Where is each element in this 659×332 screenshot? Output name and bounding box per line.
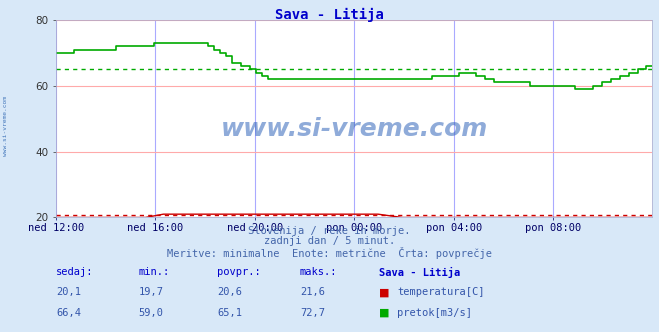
Text: zadnji dan / 5 minut.: zadnji dan / 5 minut. <box>264 236 395 246</box>
Text: povpr.:: povpr.: <box>217 267 261 277</box>
Text: maks.:: maks.: <box>300 267 337 277</box>
Text: ■: ■ <box>379 287 389 297</box>
Text: Sava - Litija: Sava - Litija <box>275 8 384 23</box>
Text: Meritve: minimalne  Enote: metrične  Črta: povprečje: Meritve: minimalne Enote: metrične Črta:… <box>167 247 492 259</box>
Text: min.:: min.: <box>138 267 169 277</box>
Text: temperatura[C]: temperatura[C] <box>397 287 485 297</box>
Text: 72,7: 72,7 <box>300 308 325 318</box>
Text: www.si-vreme.com: www.si-vreme.com <box>3 96 8 156</box>
Text: 19,7: 19,7 <box>138 287 163 297</box>
Text: 20,6: 20,6 <box>217 287 243 297</box>
Text: sedaj:: sedaj: <box>56 267 94 277</box>
Text: Slovenija / reke in morje.: Slovenija / reke in morje. <box>248 226 411 236</box>
Text: ■: ■ <box>379 308 389 318</box>
Text: 65,1: 65,1 <box>217 308 243 318</box>
Text: www.si-vreme.com: www.si-vreme.com <box>221 117 488 140</box>
Text: 20,1: 20,1 <box>56 287 81 297</box>
Text: 59,0: 59,0 <box>138 308 163 318</box>
Text: 21,6: 21,6 <box>300 287 325 297</box>
Text: 66,4: 66,4 <box>56 308 81 318</box>
Text: pretok[m3/s]: pretok[m3/s] <box>397 308 473 318</box>
Text: Sava - Litija: Sava - Litija <box>379 267 460 278</box>
